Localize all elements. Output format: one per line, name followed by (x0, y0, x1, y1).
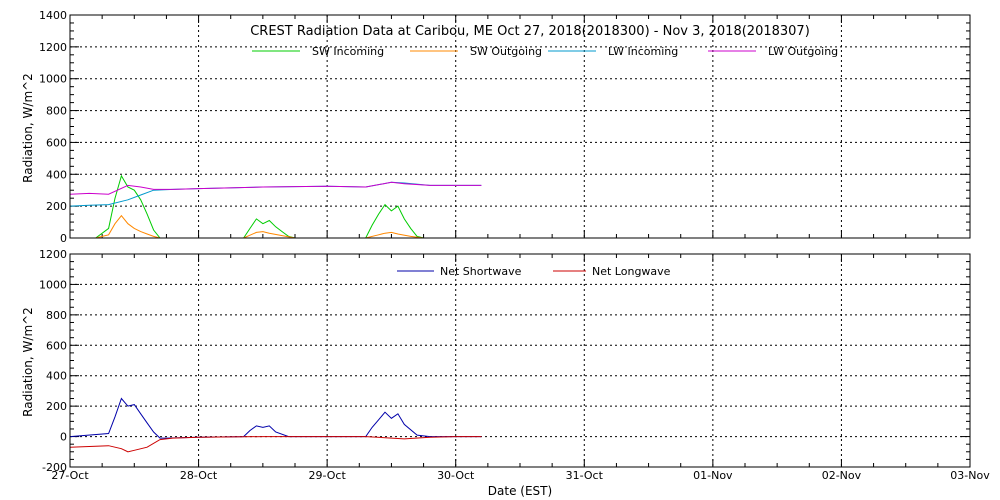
y-tick-label: -200 (42, 461, 67, 474)
series-line (69, 181, 482, 195)
bottom-panel: Radiation, W/m^2 Date (EST) 27-Oct 28-Oct… (21, 248, 990, 498)
x-tick-label: 02-Nov (822, 469, 862, 482)
top-y-axis-label: Radiation, W/m^2 (21, 73, 35, 183)
y-tick-label: 1000 (39, 278, 67, 291)
top-panel: CREST Radiation Data at Caribou, ME Oct … (21, 9, 971, 245)
x-tick-label: 03-Nov (950, 469, 990, 482)
chart-title: CREST Radiation Data at Caribou, ME Oct … (250, 24, 810, 39)
legend-entry: SW Incoming (312, 45, 384, 58)
y-tick-label: 1400 (39, 9, 67, 22)
y-tick-label: 400 (46, 370, 67, 383)
x-tick-label: 27-Oct (51, 469, 89, 482)
y-tick-label: 0 (60, 431, 67, 444)
y-tick-label: 600 (46, 339, 67, 352)
y-tick-label: 400 (46, 168, 67, 181)
plot-frame (69, 253, 971, 468)
series-line (69, 397, 482, 439)
legend-entry: Net Shortwave (440, 265, 522, 278)
y-tick-label: 600 (46, 136, 67, 149)
x-tick-label: 31-Oct (566, 469, 604, 482)
x-axis-label: Date (EST) (488, 484, 552, 498)
y-tick-label: 1200 (39, 41, 67, 54)
series-line (69, 436, 482, 453)
y-tick-label: 800 (46, 105, 67, 118)
x-tick-label: 30-Oct (437, 469, 475, 482)
legend-entry: LW Incoming (608, 45, 678, 58)
y-tick-label: 1200 (39, 248, 67, 261)
y-tick-label: 1000 (39, 73, 67, 86)
legend-entry: LW Outgoing (768, 45, 838, 58)
legend-entry: SW Outgoing (470, 45, 542, 58)
y-tick-label: 800 (46, 309, 67, 322)
x-tick-label: 01-Nov (693, 469, 733, 482)
x-tick-label: 29-Oct (308, 469, 346, 482)
series-line (95, 174, 424, 239)
legend-entry: Net Longwave (592, 265, 671, 278)
y-tick-label: 200 (46, 200, 67, 213)
bottom-y-axis-label: Radiation, W/m^2 (21, 307, 35, 417)
series-line (95, 214, 424, 239)
y-tick-label: 200 (46, 400, 67, 413)
y-tick-label: 0 (60, 232, 67, 245)
plot-frame (69, 14, 971, 239)
x-tick-label: 28-Oct (180, 469, 218, 482)
